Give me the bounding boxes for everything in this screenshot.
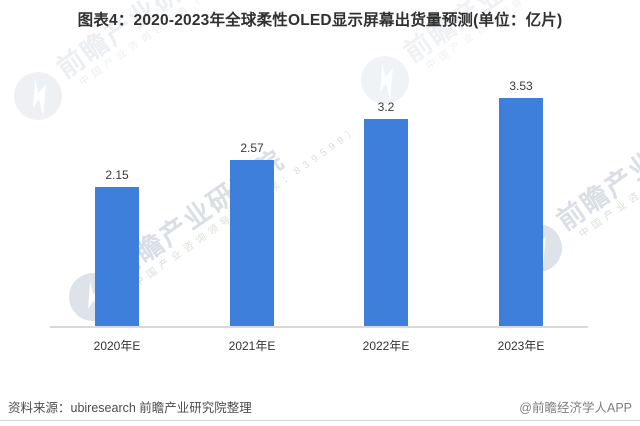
watermark-text-large: 前瞻产业研究院 bbox=[551, 94, 640, 236]
bar-2021年E bbox=[230, 160, 274, 327]
bar-value-label: 2.57 bbox=[240, 141, 264, 155]
chart-title: 图表4：2020-2023年全球柔性OLED显示屏幕出货量预测(单位：亿片) bbox=[77, 12, 563, 29]
category-label: 2022年E bbox=[362, 339, 410, 353]
x-axis-line bbox=[50, 326, 588, 328]
bar-2022年E bbox=[364, 119, 408, 327]
category-label: 2021年E bbox=[228, 339, 276, 353]
bar-value-label: 3.53 bbox=[509, 79, 533, 93]
bar-2023年E bbox=[499, 98, 543, 327]
category-label: 2023年E bbox=[497, 339, 545, 353]
qianzhan-globe-logo-icon bbox=[14, 72, 62, 120]
bar-value-label: 3.2 bbox=[377, 100, 395, 114]
bar-value-label: 2.15 bbox=[105, 168, 129, 182]
bar-2020年E bbox=[95, 187, 139, 327]
category-label: 2020年E bbox=[93, 339, 141, 353]
source-note: 资料来源：ubiresearch 前瞻产业研究院整理 bbox=[8, 401, 252, 415]
watermark-text-small: 中国产业咨询领导者（股票：839599） bbox=[577, 74, 640, 240]
credit-note: @前瞻经济学人APP bbox=[519, 401, 632, 415]
bottom-divider bbox=[0, 420, 640, 421]
